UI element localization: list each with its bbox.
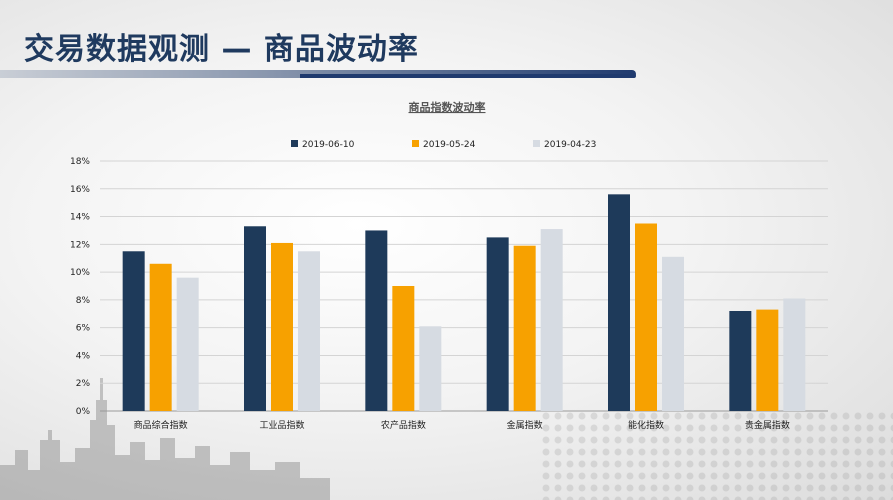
y-tick-label: 14% — [70, 213, 90, 223]
x-tick-label: 贵金属指数 — [745, 419, 790, 431]
bar — [729, 311, 752, 411]
bar — [122, 251, 145, 411]
x-tick-label: 金属指数 — [507, 419, 543, 431]
bar — [756, 309, 779, 411]
y-tick-label: 2% — [76, 379, 91, 389]
y-tick-label: 0% — [76, 407, 91, 417]
bar — [540, 229, 563, 411]
chart-title: 商品指数波动率 — [409, 100, 486, 114]
bar — [419, 326, 442, 411]
chart-gridlines — [100, 160, 828, 412]
bar — [176, 277, 199, 411]
bar — [513, 245, 536, 411]
bar — [244, 226, 266, 411]
chart-legend: 2019-06-10 2019-05-24 2019-04-23 — [291, 140, 596, 150]
chart-bars — [122, 194, 806, 411]
page-title: 交易数据观测 — 商品波动率 — [24, 32, 419, 67]
y-axis: 0% 2% 4% 6% 8% 10% 12% 14% 16% 18% — [70, 157, 90, 417]
legend-swatch — [533, 140, 540, 147]
bar — [783, 298, 806, 411]
legend-label: 2019-06-10 — [302, 140, 355, 150]
bar — [149, 263, 172, 411]
y-tick-label: 8% — [76, 296, 91, 306]
bar — [298, 251, 320, 411]
y-tick-label: 12% — [70, 240, 90, 250]
y-tick-label: 10% — [70, 268, 90, 278]
bar — [608, 194, 630, 411]
dot-pattern-decoration — [540, 410, 893, 500]
bar — [271, 242, 293, 411]
legend-swatch — [412, 140, 419, 147]
city-skyline-decoration — [0, 378, 330, 500]
bar — [662, 256, 684, 411]
x-axis: 商品综合指数 工业品指数 农产品指数 金属指数 能化指数 贵金属指数 — [134, 419, 790, 431]
x-tick-label: 农产品指数 — [381, 419, 426, 431]
x-tick-label: 商品综合指数 — [134, 419, 188, 431]
bar — [392, 286, 415, 411]
bar — [486, 237, 509, 411]
x-tick-label: 能化指数 — [628, 419, 664, 431]
legend-label: 2019-04-23 — [544, 140, 596, 150]
legend-swatch — [291, 140, 298, 147]
bar — [635, 223, 657, 411]
bar — [365, 230, 388, 411]
x-tick-label: 工业品指数 — [259, 419, 304, 431]
y-tick-label: 18% — [70, 157, 90, 167]
y-tick-label: 6% — [76, 324, 91, 334]
y-tick-label: 16% — [70, 185, 90, 195]
legend-label: 2019-05-24 — [423, 140, 476, 150]
y-tick-label: 4% — [76, 351, 91, 361]
header-underline-accent — [300, 74, 636, 78]
